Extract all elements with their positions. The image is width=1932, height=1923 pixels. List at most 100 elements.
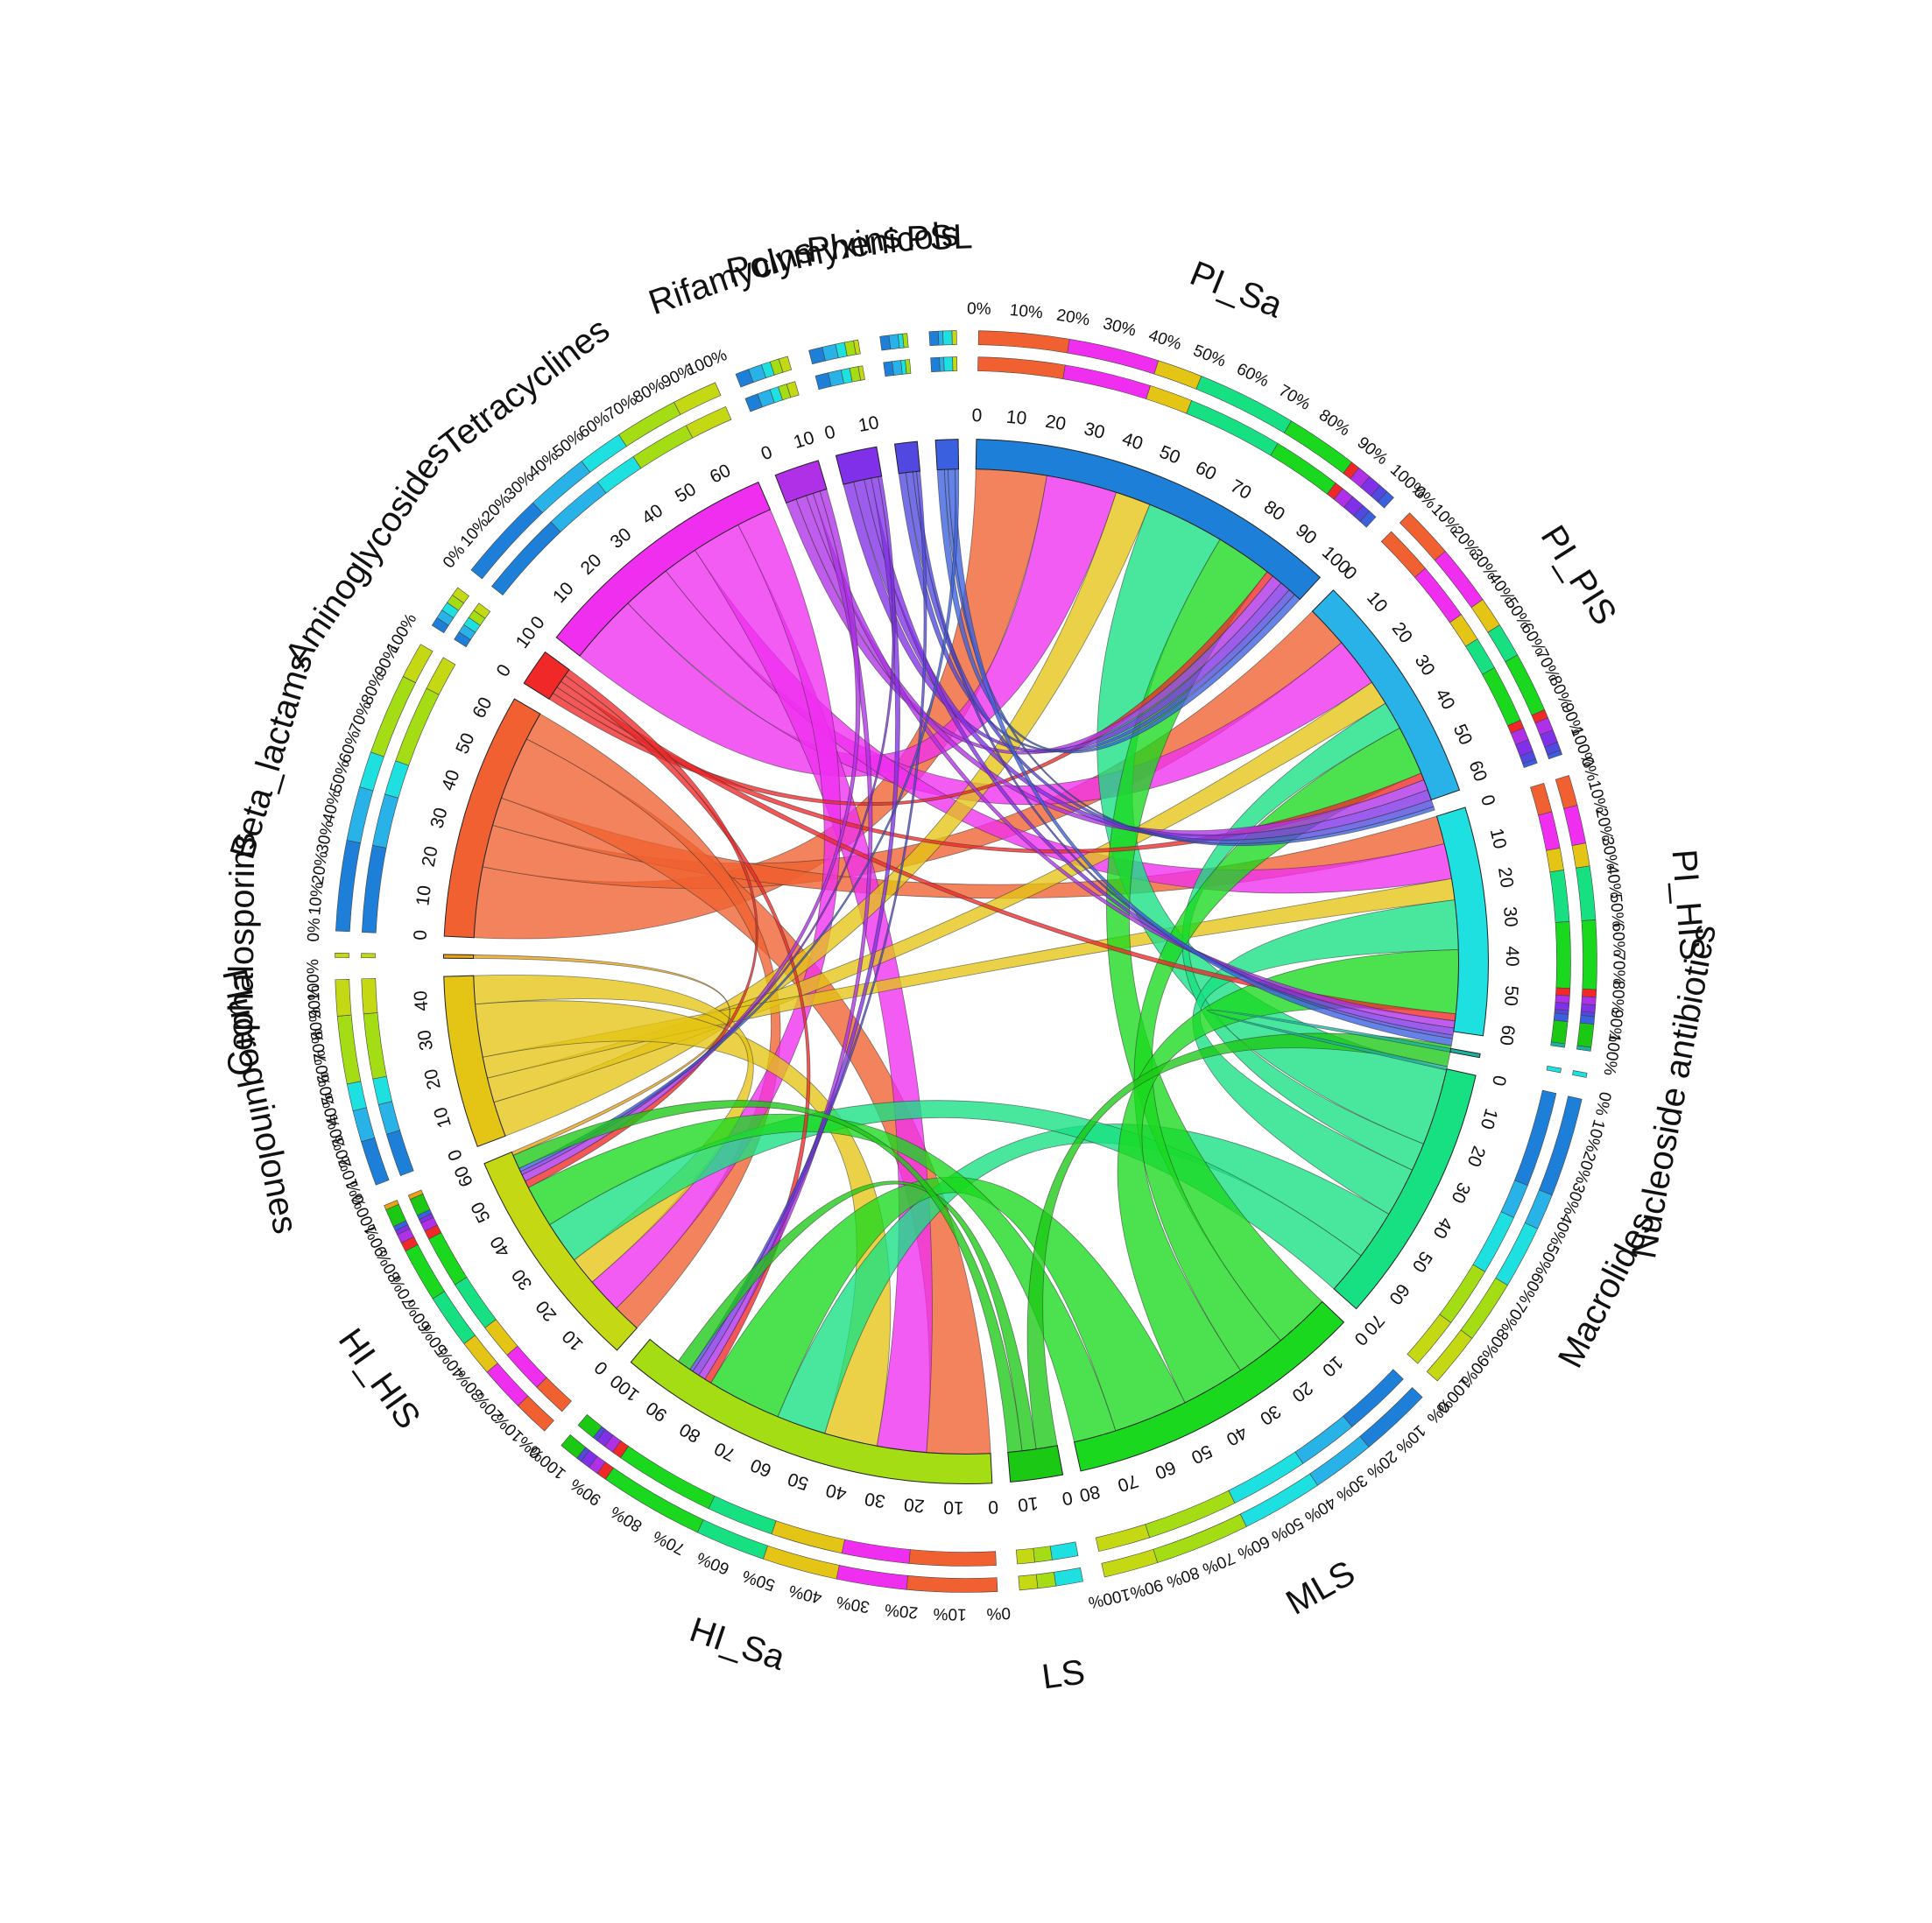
tick-label: 50 xyxy=(1500,985,1521,1007)
segment-psl: PSL xyxy=(906,217,973,470)
tick-label: 40 xyxy=(438,767,463,793)
percent-tick-label: 20% xyxy=(1363,1447,1400,1482)
arc-rifamycins xyxy=(774,460,828,504)
composition-bar-segment xyxy=(1555,775,1578,809)
composition-bar-segment xyxy=(491,521,561,595)
percent-tick-label: 50% xyxy=(740,1566,778,1594)
ribbon-psl-pi-his xyxy=(947,468,1454,1046)
tick-label: 20 xyxy=(1494,866,1517,890)
tick-label: 30 xyxy=(1256,1401,1284,1429)
composition-bar-segment xyxy=(1547,750,1562,760)
tick-label: 0 xyxy=(971,405,982,426)
tick-label: 10 xyxy=(1477,1106,1502,1131)
composition-bar-segment xyxy=(1581,996,1597,1005)
composition-bar-segment xyxy=(1095,1524,1150,1552)
percent-tick-label: 80% xyxy=(1315,406,1353,440)
tick-label: 20 xyxy=(1288,1377,1317,1406)
tick-label: 40 xyxy=(486,1233,514,1261)
tick-label: 10 xyxy=(943,1497,964,1518)
tick-label: 20 xyxy=(532,1297,561,1326)
percent-tick-label: 90% xyxy=(305,985,325,1019)
percent-tick-label: 60% xyxy=(1234,360,1272,391)
tick-label: 10 xyxy=(412,884,435,907)
segment-label-nucleoside-antibiotics: Nucleoside antibiotics xyxy=(1625,921,1724,1261)
arc-pi-his xyxy=(1435,807,1489,1037)
composition-bar-segment xyxy=(372,1075,393,1105)
composition-bar-segment xyxy=(1465,638,1495,675)
composition-bar-segment xyxy=(771,1520,845,1554)
percent-tick-label: 10% xyxy=(1582,1117,1608,1154)
tick-label: 60 xyxy=(1496,1024,1519,1046)
composition-bar-segment xyxy=(1062,364,1151,400)
composition-bar-segment xyxy=(1500,1180,1528,1218)
composition-bar-segment xyxy=(536,1377,572,1412)
percent-tick-label: 100% xyxy=(1087,1584,1132,1611)
composition-bar-segment xyxy=(385,1130,414,1177)
arc-mls xyxy=(1073,1300,1345,1472)
arc-polymyxins xyxy=(835,446,883,485)
composition-bar-segment xyxy=(1153,360,1202,390)
ribbon-macrolides-pi-his xyxy=(1192,899,1459,1215)
segment-ls: 0 10 LS xyxy=(1007,1445,1087,1697)
arc-aminoglycosides xyxy=(523,651,570,701)
percent-tick-label: 40% xyxy=(787,1581,824,1607)
composition-bar-segment xyxy=(346,786,374,843)
segment-pi-his: 01020304050600%10%20%30%40%50%60%70%80%9… xyxy=(1435,755,1711,1077)
percent-tick-label: 70% xyxy=(1200,1548,1237,1578)
segment-label-pi-pis: PI_PIS xyxy=(1534,518,1625,631)
composition-bar-segment xyxy=(1524,1189,1553,1229)
composition-bar-segment xyxy=(1049,1541,1079,1560)
composition-bar-segment xyxy=(335,978,352,1017)
arc-pi-pis xyxy=(1311,589,1461,801)
percent-tick-label: 50% xyxy=(1268,1513,1307,1546)
tick-label: 10 xyxy=(1363,588,1392,616)
tick-label: 70 xyxy=(1227,475,1255,504)
composition-bar-segment xyxy=(673,382,722,415)
composition-bar-segment xyxy=(384,1200,399,1210)
tick-label: 0 xyxy=(591,1356,612,1378)
tick-label: 50 xyxy=(1157,442,1183,468)
composition-bar-segment xyxy=(1555,921,1571,989)
tick-label: 90 xyxy=(643,1398,671,1426)
composition-bar-segment xyxy=(928,330,940,347)
tick-label: 20 xyxy=(1463,1143,1489,1169)
segment-label-ls: LS xyxy=(1040,1652,1087,1696)
composition-bar-segment xyxy=(335,840,361,933)
segment-label-tetracyclines: Tetracyclines xyxy=(433,310,617,464)
composition-bar-segment xyxy=(952,356,958,371)
percent-tick-label: 70% xyxy=(307,1027,330,1063)
tick-label: 60 xyxy=(1192,457,1219,484)
arc-tetracyclines xyxy=(555,481,772,657)
segment-cephalosporins: Cephalosporins xyxy=(222,833,475,1076)
tick-label: 40 xyxy=(638,500,666,528)
composition-bar-segment xyxy=(377,1101,400,1135)
composition-bar-segment xyxy=(473,602,491,619)
tick-label: 40 xyxy=(411,990,433,1012)
ribbon-phenicols-pi-his xyxy=(912,470,1454,1039)
composition-bar-segment xyxy=(1101,1548,1159,1578)
tick-label: 10 xyxy=(1005,407,1027,429)
tick-label: 0 xyxy=(758,442,775,465)
percent-tick-label: 10% xyxy=(306,881,328,916)
tick-label: 30 xyxy=(1411,652,1439,680)
composition-bar-segment xyxy=(1538,811,1561,851)
percent-tick-label: 30% xyxy=(1101,314,1138,340)
composition-bar-segment xyxy=(1426,1329,1473,1382)
percent-tick-label: 20% xyxy=(1055,306,1091,330)
tick-label: 60 xyxy=(451,1163,477,1190)
percent-tick-label: 90% xyxy=(1604,1008,1626,1043)
tick-label: 0 xyxy=(988,1497,999,1518)
composition-bar-segment xyxy=(407,1189,424,1201)
composition-bar-segment xyxy=(1550,1041,1566,1048)
composition-bar-segment xyxy=(836,1565,908,1590)
composition-bar-segment xyxy=(906,1575,998,1593)
tick-label: 40 xyxy=(1120,429,1146,454)
tick-label: 20 xyxy=(419,844,442,868)
composition-bar-segment xyxy=(1572,1070,1588,1078)
composition-bar-segment xyxy=(778,356,793,373)
composition-bar-segment xyxy=(857,365,865,381)
tick-label: 10 xyxy=(1486,827,1511,851)
tick-label: 50 xyxy=(1408,1248,1436,1276)
ribbon-ls-pi-his xyxy=(1026,1032,1452,1450)
tick-label: 30 xyxy=(607,525,636,553)
